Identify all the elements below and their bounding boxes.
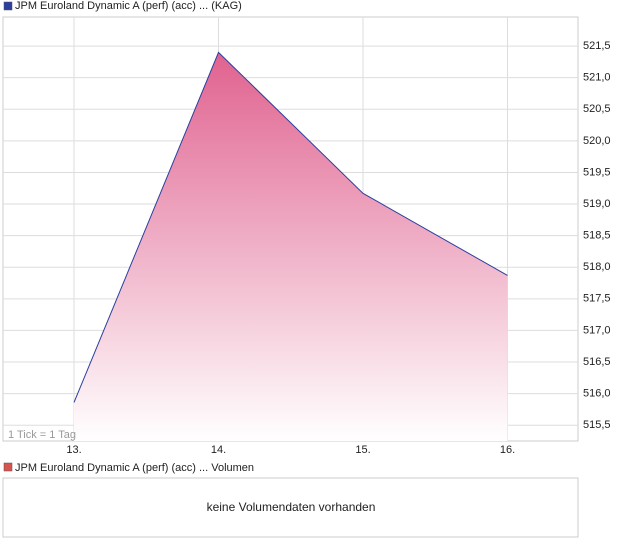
y-tick-label: 517,0 — [583, 324, 611, 336]
volume-message: keine Volumendaten vorhanden — [207, 500, 376, 514]
x-tick-label: 16. — [500, 444, 515, 456]
volume-legend: JPM Euroland Dynamic A (perf) (acc) ... … — [15, 462, 254, 474]
y-tick-label: 520,0 — [583, 135, 611, 147]
x-tick-label: 13. — [66, 444, 81, 456]
y-tick-label: 517,5 — [583, 293, 611, 305]
legend-label: JPM Euroland Dynamic A (perf) (acc) ... … — [15, 0, 242, 12]
y-tick-label: 519,5 — [583, 166, 611, 178]
y-tick-label: 521,0 — [583, 72, 611, 84]
y-tick-label: 518,5 — [583, 230, 611, 242]
legend-swatch — [3, 462, 13, 472]
x-tick-label: 14. — [211, 444, 226, 456]
area — [74, 52, 508, 442]
y-tick-label: 515,5 — [583, 419, 611, 431]
volume-frame — [2, 477, 579, 538]
legend-swatch — [3, 1, 13, 11]
y-tick-label: 518,0 — [583, 261, 611, 273]
y-tick-label: 521,5 — [583, 40, 611, 52]
y-tick-label: 520,5 — [583, 103, 611, 115]
y-tick-label: 516,0 — [583, 388, 611, 400]
x-tick-label: 15. — [355, 444, 370, 456]
line — [73, 51, 508, 403]
annotation: 1 Tick = 1 Tag — [8, 429, 76, 441]
y-tick-label: 516,5 — [583, 356, 611, 368]
y-tick-label: 519,0 — [583, 198, 611, 210]
